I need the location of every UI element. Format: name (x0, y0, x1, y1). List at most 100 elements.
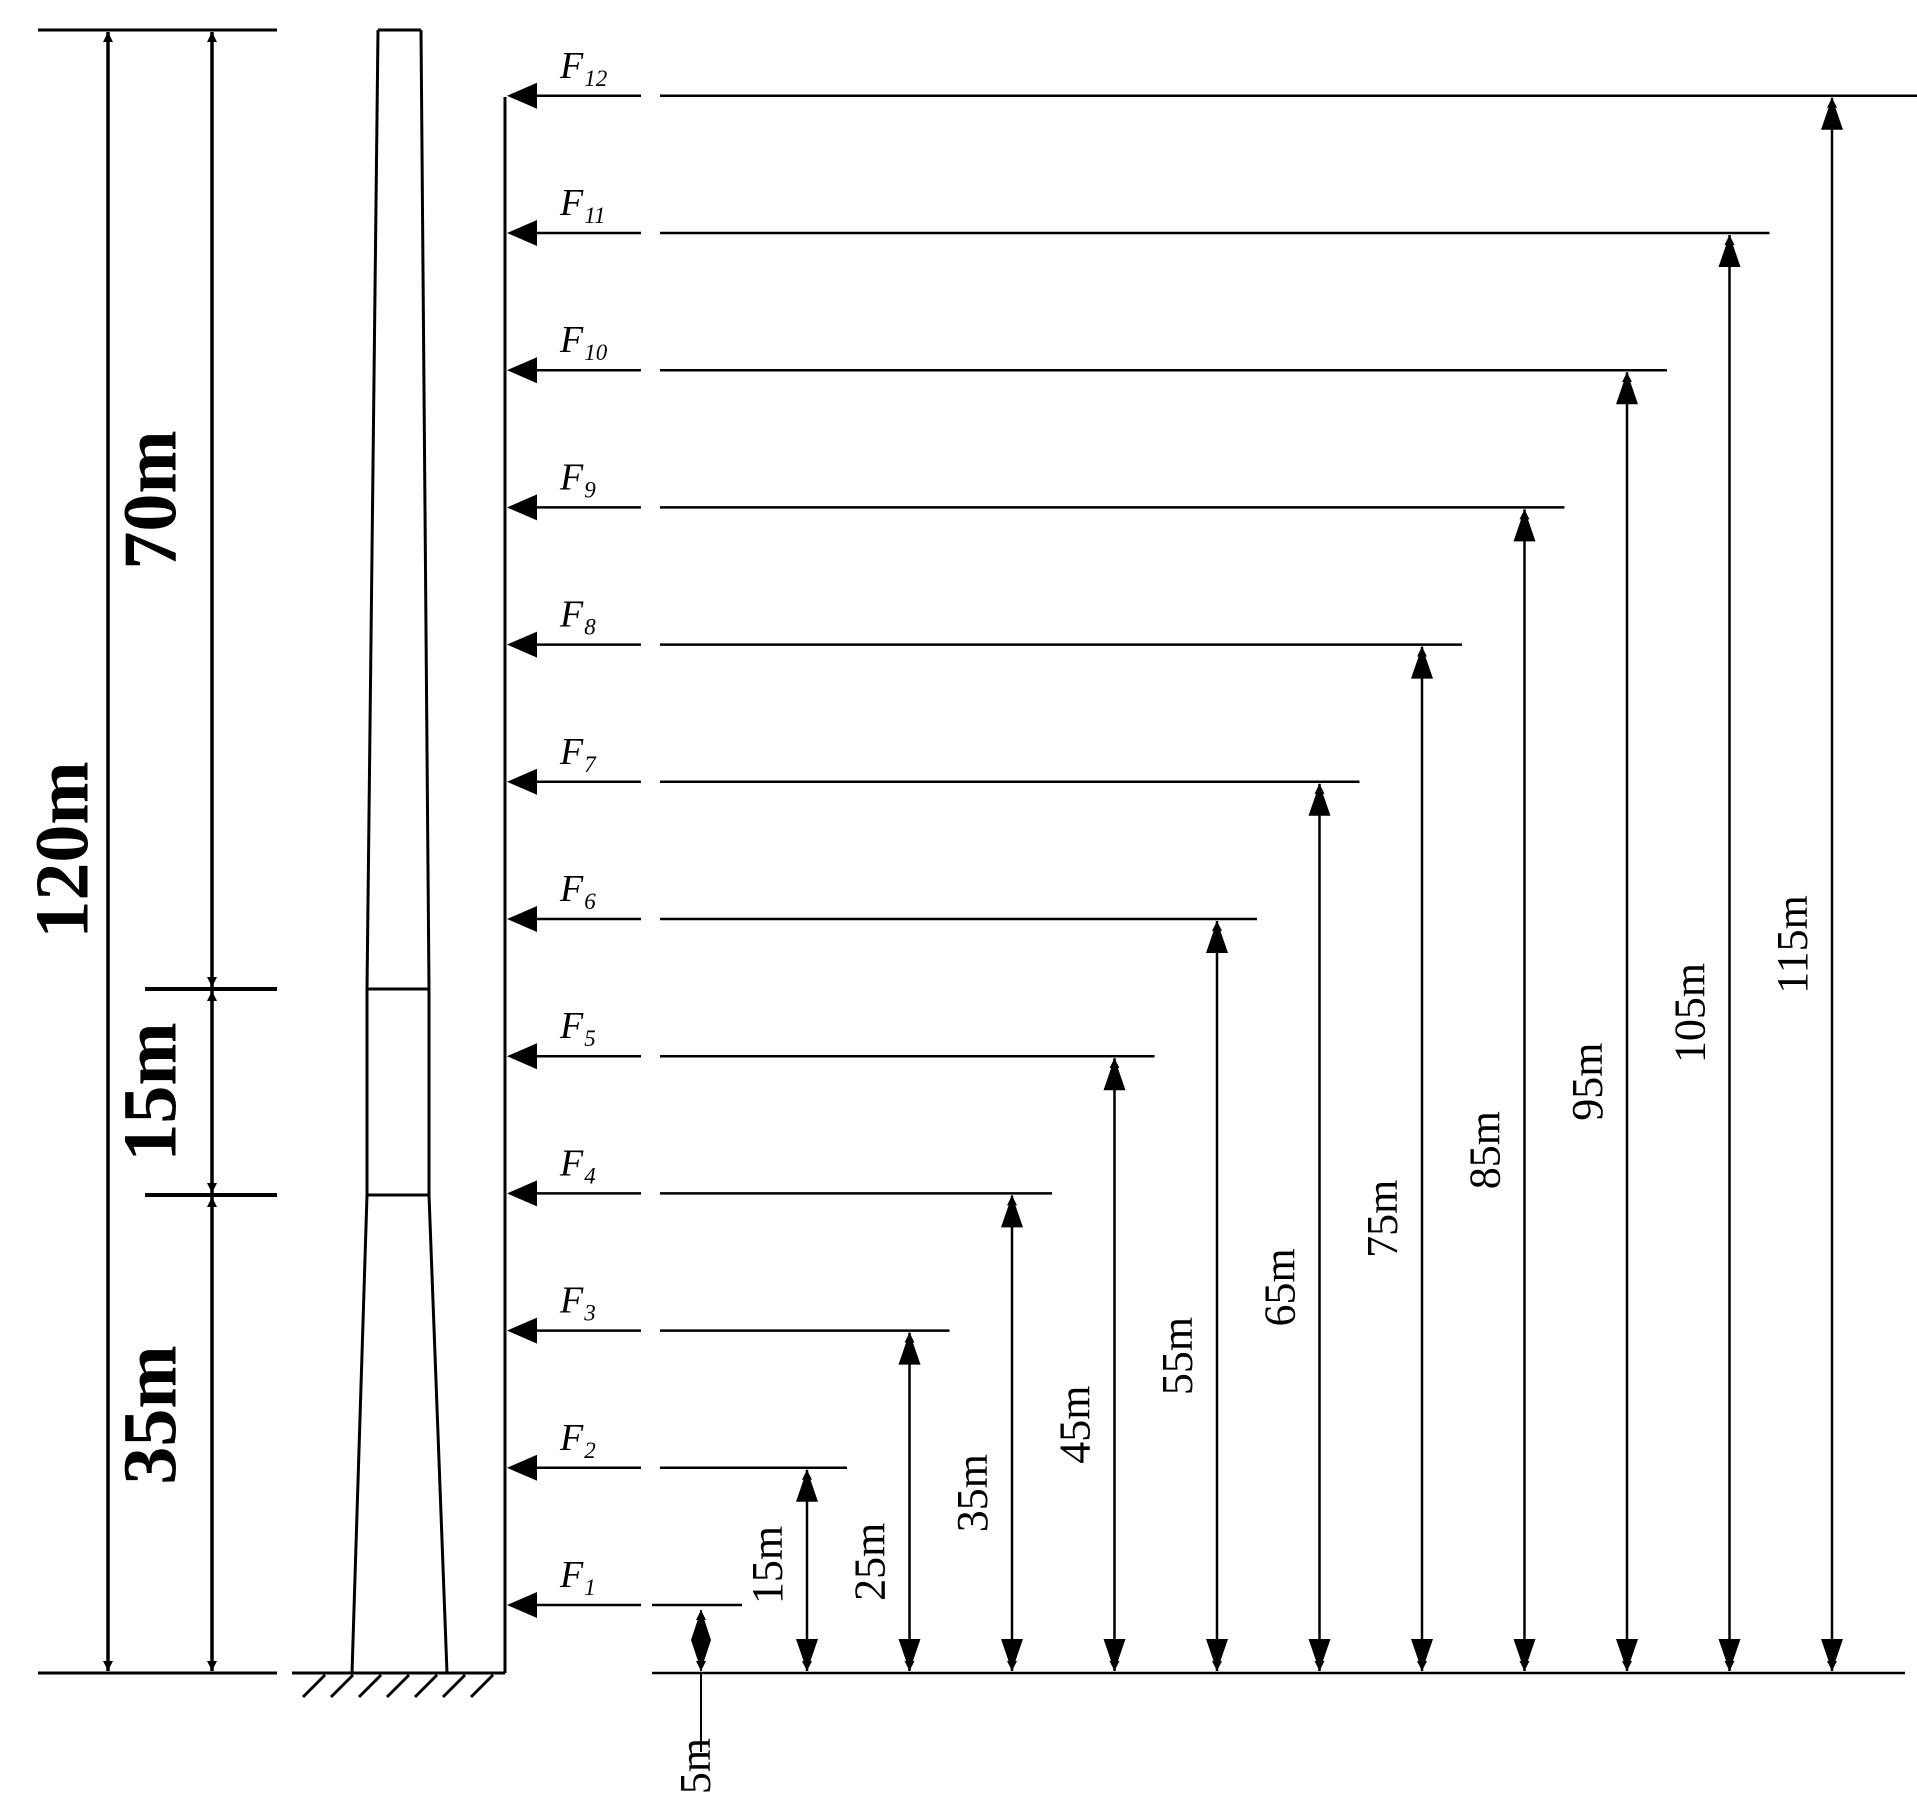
level-dimension-arrowhead-bottom (898, 1639, 921, 1671)
level-dimensions: 15m 25m 35m 45m 55m 65m 75m 85m 95m 105m 115m 5m (652, 94, 1917, 1794)
fixed-support-hatching (301, 1673, 495, 1699)
level-height-label: 35m (948, 1454, 997, 1532)
level-dimension-arrowhead-top (1513, 509, 1536, 542)
force-arrow: F9 (507, 456, 641, 521)
force-label: F1 (559, 1554, 596, 1600)
force-arrow: F10 (507, 319, 641, 384)
force-label-subscript: 4 (584, 1163, 596, 1188)
force-label: F8 (559, 594, 596, 640)
force-label-subscript: 11 (584, 203, 605, 228)
force-arrow: F3 (507, 1280, 641, 1344)
level-dimension-arrowhead-bottom (1616, 1639, 1638, 1671)
base-offset-label: 5m (671, 1738, 720, 1794)
base-offset-dimension: 5m (671, 1610, 720, 1794)
force-arrow: F5 (507, 1005, 641, 1070)
force-arrow: F11 (507, 182, 641, 246)
level-height-label: 115m (1768, 895, 1817, 994)
hatch-stroke (301, 1673, 327, 1699)
force-label-subscript: 9 (584, 477, 596, 502)
force-arrow: F7 (507, 731, 641, 795)
force-label: F2 (559, 1417, 596, 1463)
hatch-stroke (385, 1673, 411, 1699)
level-dimension-arrowhead-bottom (1001, 1639, 1023, 1671)
lower-section-label: 35m (108, 1345, 192, 1484)
left-dimension-chain: 120m 70m 15m 35m (20, 28, 277, 1675)
force-label: F12 (559, 45, 607, 91)
force-arrowhead (507, 494, 537, 521)
level-dimension-arrowhead-top (1001, 1195, 1023, 1228)
force-label-subscript: 8 (584, 615, 596, 640)
level-height-label: 55m (1153, 1317, 1202, 1395)
level-dimension-arrowhead-bottom (1821, 1639, 1843, 1671)
tower (292, 28, 505, 1699)
force-arrowhead (507, 1592, 537, 1618)
level-dimension-arrowhead-bottom (1308, 1639, 1331, 1671)
force-label: F9 (559, 456, 596, 502)
force-arrowhead (507, 906, 537, 932)
level-height-label: 65m (1256, 1248, 1305, 1326)
level-dimension-arrowhead-top (898, 1332, 921, 1365)
level-lines: 15m 25m 35m 45m 55m 65m 75m 85m 95m 105m 115m (652, 94, 1917, 1671)
force-label-subscript: 10 (584, 340, 608, 365)
force-arrowhead (507, 220, 537, 246)
level-dimension-arrowhead-top (1308, 783, 1331, 816)
force-label-subscript: 5 (584, 1026, 596, 1051)
force-arrowhead (507, 1454, 537, 1481)
force-label: F5 (559, 1005, 596, 1051)
force-arrow: F1 (507, 1554, 641, 1618)
level-height-label: 85m (1461, 1111, 1510, 1189)
hatch-stroke (357, 1673, 383, 1699)
level-height-label: 15m (743, 1526, 792, 1604)
force-label: F11 (559, 182, 606, 228)
force-label-subscript: 12 (584, 66, 607, 91)
level-dimension-arrowhead-top (1411, 646, 1433, 679)
level-dimension-arrowhead-top (1718, 235, 1741, 267)
force-arrow: F8 (507, 594, 641, 658)
level-dimension-arrowhead-top (796, 1469, 818, 1502)
level-dimension-arrowhead-bottom (1513, 1639, 1536, 1671)
force-label: F3 (559, 1280, 596, 1326)
hatch-stroke (329, 1673, 355, 1699)
force-label-subscript: 1 (584, 1575, 596, 1600)
level-height-label: 75m (1358, 1180, 1407, 1258)
force-label-subscript: 2 (584, 1438, 596, 1463)
level-dimension-arrowhead-top (1616, 372, 1638, 405)
upper-section-label: 70m (108, 430, 192, 569)
level-dimension-arrowhead-bottom (1411, 1639, 1433, 1671)
force-label-subscript: 6 (584, 889, 596, 914)
middle-section-label: 15m (108, 1022, 192, 1161)
force-arrows: F1 F2 F3 F4 F5 F6 F7 F8 F9 F10 F11 F12 (507, 45, 641, 1618)
force-label-subscript: 3 (583, 1301, 596, 1326)
level-dimension-arrowhead-top (1103, 1058, 1126, 1091)
tower-outline-left (350, 29, 380, 1674)
force-arrowhead (507, 1317, 537, 1344)
force-label: F7 (559, 731, 597, 777)
force-arrowhead (507, 1180, 537, 1207)
force-label: F10 (559, 319, 608, 365)
force-arrow: F12 (507, 45, 641, 109)
hatch-stroke (469, 1673, 495, 1699)
force-label: F4 (559, 1142, 596, 1188)
total-height-label: 120m (20, 761, 104, 938)
force-label-subscript: 7 (584, 752, 597, 777)
force-label: F6 (559, 868, 596, 914)
level-dimension-arrowhead-top (1821, 97, 1843, 130)
level-dimension-arrowhead-bottom (1718, 1639, 1741, 1671)
level-height-label: 45m (1051, 1385, 1100, 1463)
force-arrow: F2 (507, 1417, 641, 1481)
level-height-label: 105m (1666, 963, 1715, 1063)
force-arrowhead (507, 357, 537, 384)
level-dimension-arrowhead-bottom (1103, 1639, 1126, 1671)
level-height-label: 25m (846, 1523, 895, 1601)
level-dimension-arrowhead-bottom (1206, 1639, 1228, 1671)
hatch-stroke (441, 1673, 467, 1699)
level-dimension-arrowhead-bottom (796, 1639, 818, 1671)
hatch-stroke (413, 1673, 439, 1699)
force-arrowhead (507, 631, 537, 658)
level-height-label: 95m (1563, 1042, 1612, 1120)
force-arrowhead (507, 768, 537, 795)
tower-outline-right (419, 29, 449, 1674)
force-arrow: F6 (507, 868, 641, 932)
force-column: F1 F2 F3 F4 F5 F6 F7 F8 F9 F10 F11 F12 (503, 45, 641, 1673)
